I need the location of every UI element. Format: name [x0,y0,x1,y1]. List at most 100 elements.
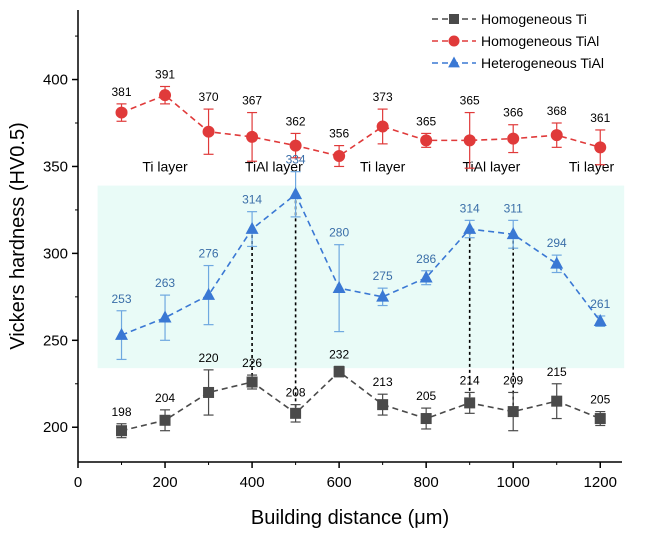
series-homogeneous-ti: 198 204 220 226 208 232 213 205 214 209 215 205 [112,347,611,439]
plot-frame [77,10,622,463]
legend: Homogeneous Ti Homogeneous TiAl Heterogene… [432,11,604,71]
data-label: 204 [155,391,175,405]
data-label: 215 [547,365,567,379]
data-label: 294 [547,236,567,250]
y-ticks: 200 250 300 350 400 [43,35,78,436]
series-line [121,94,601,157]
data-label: 381 [112,85,132,99]
data-point-marker [115,106,128,119]
y-tick-label: 250 [43,332,68,349]
data-point-marker [507,406,519,418]
data-point-marker [115,327,128,340]
legend-item: Homogeneous Ti [432,11,587,27]
data-label: 232 [329,347,349,361]
data-point-marker [246,130,259,143]
layer-label: Ti layer [569,159,615,175]
data-label: 198 [112,405,132,419]
data-label: 373 [373,90,393,104]
data-point-marker [332,280,346,293]
data-point-marker [376,289,390,302]
band-labels: Ti layer TiAl layer Ti layer TiAl layer Ti l… [142,159,614,175]
x-tick-label: 600 [327,474,352,491]
data-label: 213 [373,375,393,389]
data-point-marker [551,395,563,407]
data-point-marker [377,399,389,411]
data-point-marker [290,407,302,419]
data-label: 276 [199,247,219,261]
data-point-marker [333,366,345,378]
legend-item: Heterogeneous TiAl [432,55,604,71]
data-point-marker [550,256,564,269]
data-label: 205 [416,389,436,403]
data-label: 314 [460,201,480,215]
data-label: 209 [503,373,523,387]
y-axis-title: Vickers hardness (HV0.5) [7,122,29,350]
data-label: 365 [460,94,480,108]
data-label: 367 [242,94,262,108]
data-point-marker [507,132,520,145]
vertical-guide-lines [251,194,515,414]
data-point-marker [420,134,433,147]
data-point-marker [159,414,171,426]
data-label: 220 [199,351,219,365]
series-line [121,193,601,336]
data-point-marker [419,270,433,283]
data-label: 226 [242,356,262,370]
y-tick-label: 400 [43,72,68,89]
x-ticks: 0 200 400 600 800 1000 1200 [74,462,617,491]
chart-band [97,185,625,369]
layer-label: Ti layer [360,159,406,175]
data-label: 361 [590,111,610,125]
layer-label: TiAl layer [463,159,521,175]
x-tick-label: 0 [74,474,82,491]
data-point-marker [593,313,607,326]
layer-label: Ti layer [142,159,188,175]
data-label: 214 [460,373,480,387]
data-label: 362 [286,114,306,128]
data-point-marker [448,56,460,68]
x-tick-label: 200 [153,474,178,491]
data-label: 286 [416,252,436,266]
data-label: 368 [547,104,567,118]
data-label: 261 [590,297,610,311]
data-point-marker [420,413,432,425]
series-line [121,370,601,432]
data-point-marker [202,287,216,300]
data-label: 370 [199,90,219,104]
data-label: 311 [504,201,523,215]
data-point-marker [449,14,459,24]
data-point-marker [159,89,172,102]
data-point-marker [289,187,303,200]
y-tick-label: 350 [43,158,68,175]
data-point-marker [333,150,346,163]
data-label: 275 [373,269,393,283]
data-label: 391 [155,67,175,81]
data-point-marker [448,35,460,47]
x-tick-label: 400 [240,474,265,491]
layer-label: TiAl layer [245,159,303,175]
data-point-marker [506,227,520,240]
data-point-marker [246,376,258,388]
data-label: 205 [590,393,610,407]
x-axis-title: Building distance (μm) [251,507,449,529]
data-point-marker [463,221,477,234]
data-label: 356 [329,127,349,141]
data-label: 334 [286,153,306,167]
data-label: 263 [155,276,175,290]
data-point-marker [464,397,476,409]
data-point-marker [376,120,389,133]
data-label: 253 [112,292,132,306]
data-label: 280 [329,226,349,240]
data-point-marker [202,125,215,138]
series-heterogeneous-tial: 253 263 276 314 334 280 275 286 314 311 294 261 [112,153,611,361]
legend-item: Homogeneous TiAl [432,33,599,49]
data-point-marker [594,141,607,154]
legend-label: Homogeneous Ti [481,11,587,27]
y-tick-label: 200 [43,419,68,436]
data-label: 366 [503,106,523,120]
x-tick-label: 800 [414,474,439,491]
data-label: 365 [416,114,436,128]
legend-label: Heterogeneous TiAl [481,55,604,71]
